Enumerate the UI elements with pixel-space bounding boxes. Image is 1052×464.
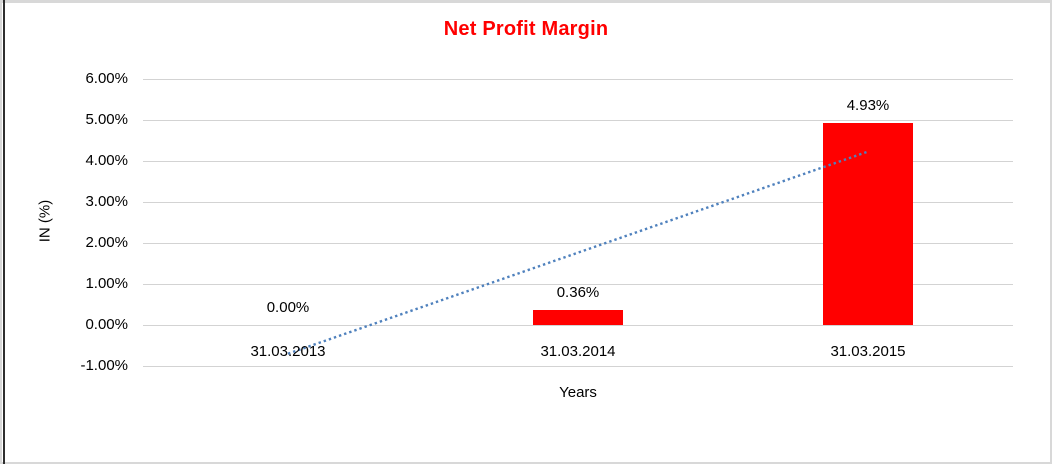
plot-area xyxy=(143,79,1013,367)
y-axis-tick-label: 1.00% xyxy=(85,275,128,292)
x-axis-tick-label: 31.03.2014 xyxy=(540,343,616,360)
bar-31.03.2015[interactable] xyxy=(823,123,913,325)
frame-border-top xyxy=(0,0,1052,3)
gridline xyxy=(143,325,1013,326)
frame-border-right xyxy=(1050,0,1052,464)
y-axis-tick-label: 2.00% xyxy=(85,234,128,251)
data-label: 0.00% xyxy=(266,299,310,316)
data-label: 4.93% xyxy=(846,97,890,114)
y-axis-tick-label: -1.00% xyxy=(80,357,128,374)
frame-border-bottom xyxy=(0,462,1052,464)
y-axis-tick-label: 6.00% xyxy=(85,70,128,87)
y-axis-tick-label: 0.00% xyxy=(85,316,128,333)
frame-border-left xyxy=(0,0,2,464)
frame-border-left-dark xyxy=(3,0,5,464)
y-axis-tick-label: 3.00% xyxy=(85,193,128,210)
x-axis-tick-label: 31.03.2015 xyxy=(830,343,906,360)
gridline xyxy=(143,120,1013,121)
y-axis-tick-label: 4.00% xyxy=(85,152,128,169)
x-axis-tick-label: 31.03.2013 xyxy=(250,343,326,360)
chart-title: Net Profit Margin xyxy=(443,18,609,40)
gridline xyxy=(143,366,1013,367)
gridline xyxy=(143,79,1013,80)
data-label: 0.36% xyxy=(556,284,600,301)
bar-31.03.2014[interactable] xyxy=(533,310,623,325)
y-axis-tick-label: 5.00% xyxy=(85,111,128,128)
x-axis-title: Years xyxy=(559,384,597,401)
